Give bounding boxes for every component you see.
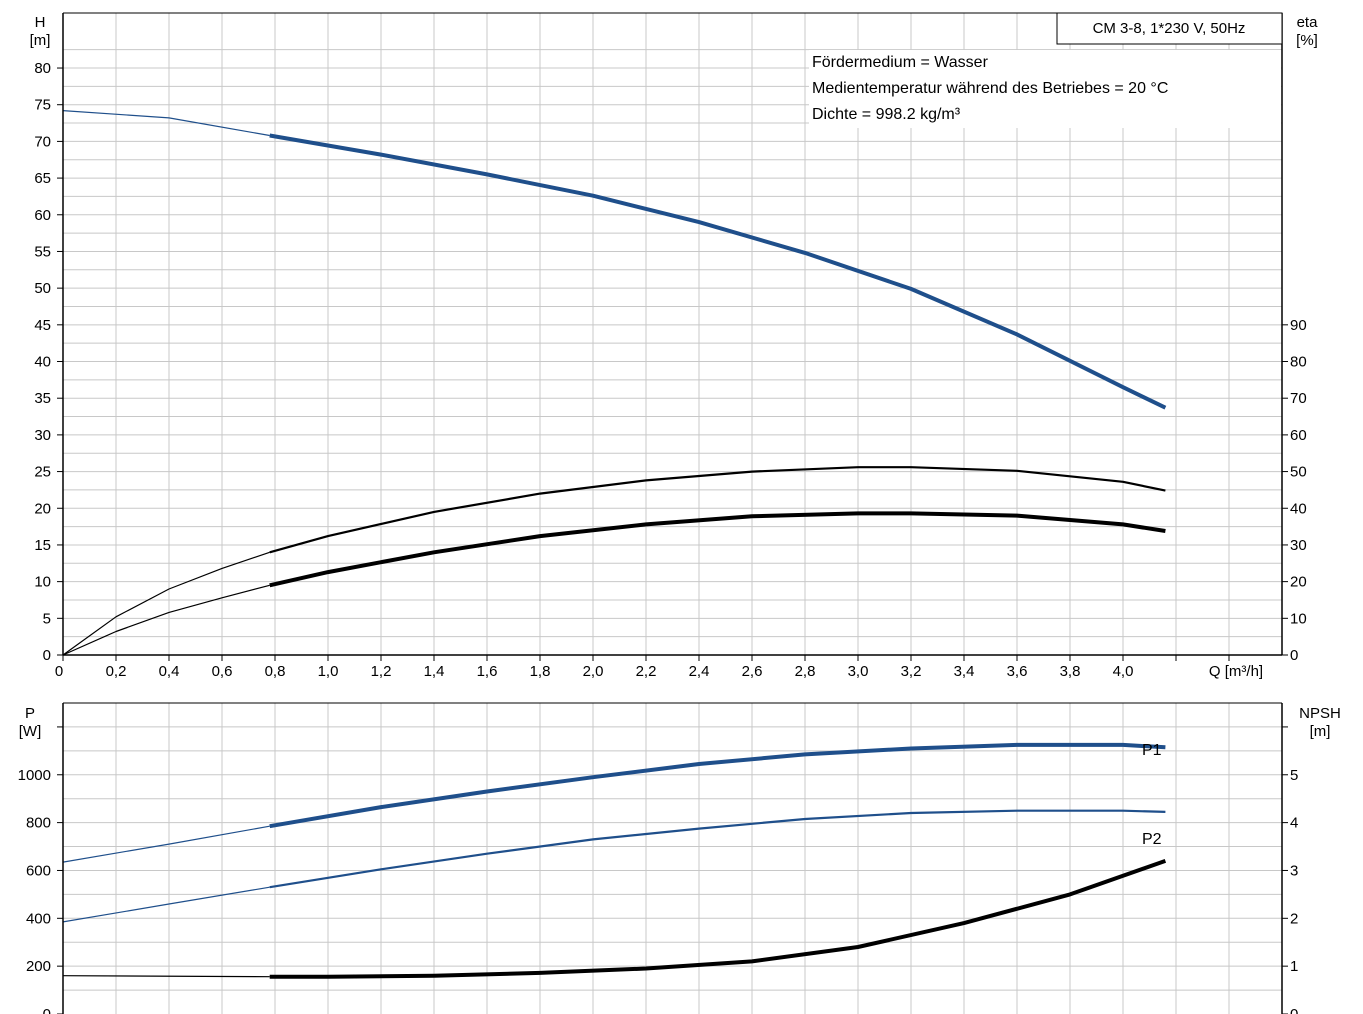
- x-tick-label: 3,8: [1060, 663, 1081, 680]
- x-tick-label: 1,6: [477, 663, 498, 680]
- left-tick-label: 30: [34, 427, 51, 444]
- right-tick-label: 30: [1290, 537, 1307, 554]
- curve-0-1-extrapolated: [62, 551, 270, 656]
- x-tick-label: 3,6: [1007, 663, 1028, 680]
- left-tick-label: 800: [26, 815, 51, 832]
- left-tick-label: 70: [34, 133, 51, 150]
- right-tick-label: 10: [1290, 610, 1307, 627]
- left-tick-label: 40: [34, 354, 51, 371]
- x-tick-label: 0: [55, 663, 63, 680]
- curve-0-2: [269, 511, 1166, 588]
- left-tick-label: 15: [34, 537, 51, 554]
- x-tick-label: 3,4: [954, 663, 975, 680]
- right-tick-label: 50: [1290, 464, 1307, 481]
- x-tick-label: 3,0: [848, 663, 869, 680]
- x-tick-label: 0,8: [265, 663, 286, 680]
- left-tick-label: 45: [34, 317, 51, 334]
- left-tick-label: 55: [34, 243, 51, 260]
- bottom-left-axis-label-1: P: [25, 705, 35, 722]
- right-tick-label: 40: [1290, 500, 1307, 517]
- left-tick-label: 60: [34, 207, 51, 224]
- left-tick-label: 80: [34, 60, 51, 77]
- info-line-density: Dichte = 998.2 kg/m³: [812, 106, 961, 123]
- x-axis-label: Q [m³/h]: [1209, 663, 1263, 680]
- bottom-chart-grid: [63, 703, 1283, 1014]
- left-tick-label: 400: [26, 910, 51, 927]
- x-tick-label: 3,2: [901, 663, 922, 680]
- left-tick-label: 65: [34, 170, 51, 187]
- x-tick-label: 1,2: [371, 663, 392, 680]
- curve-1-0-extrapolated: [62, 825, 270, 863]
- info-box-bg: [809, 50, 1281, 128]
- left-tick-label: 5: [43, 610, 51, 627]
- x-tick-label: 1,8: [530, 663, 551, 680]
- info-line-temperature: Medientemperatur während des Betriebes =…: [812, 80, 1168, 97]
- curve-0-0-extrapolated: [62, 110, 270, 137]
- top-left-axis-label-1: H: [35, 14, 46, 31]
- x-tick-label: 2,6: [742, 663, 763, 680]
- curve-0-1: [269, 466, 1166, 554]
- top-right-axis-label-2: [%]: [1296, 32, 1318, 49]
- curve-0-2-extrapolated: [62, 584, 270, 656]
- right-tick-label: 90: [1290, 317, 1307, 334]
- left-tick-label: 0: [43, 1006, 51, 1014]
- x-tick-label: 2,4: [689, 663, 710, 680]
- right-tick-label: 0: [1290, 647, 1298, 664]
- curve-1-2-extrapolated: [62, 975, 270, 978]
- left-tick-label: 200: [26, 958, 51, 975]
- chart-title: CM 3-8, 1*230 V, 50Hz: [1093, 20, 1246, 37]
- x-tick-label: 0,4: [159, 663, 180, 680]
- title-box: [1056, 12, 1283, 45]
- bottom-right-axis-label-2: [m]: [1310, 723, 1331, 740]
- series-label-p1: P1: [1142, 742, 1162, 759]
- x-tick-label: 2,2: [636, 663, 657, 680]
- right-tick-label: 20: [1290, 574, 1307, 591]
- left-tick-label: 20: [34, 500, 51, 517]
- right-tick-label: 2: [1290, 910, 1298, 927]
- series-label-p2: P2: [1142, 831, 1162, 848]
- right-tick-label: 60: [1290, 427, 1307, 444]
- right-tick-label: 5: [1290, 767, 1298, 784]
- top-right-axis-label-1: eta: [1297, 14, 1319, 31]
- left-tick-label: 50: [34, 280, 51, 297]
- left-tick-label: 35: [34, 390, 51, 407]
- curve-1-2: [269, 859, 1167, 979]
- left-tick-label: 25: [34, 464, 51, 481]
- left-tick-label: 10: [34, 574, 51, 591]
- x-tick-label: 0,6: [212, 663, 233, 680]
- right-tick-label: 1: [1290, 958, 1298, 975]
- right-tick-label: 70: [1290, 390, 1307, 407]
- info-line-medium: Fördermedium = Wasser: [812, 54, 989, 71]
- top-chart-curves: [62, 110, 1167, 656]
- chart-axes: 0510152025303540455055606570758001020304…: [18, 12, 1307, 1014]
- right-tick-label: 80: [1290, 354, 1307, 371]
- left-tick-label: 600: [26, 862, 51, 879]
- curve-1-1: [269, 809, 1166, 889]
- right-tick-label: 3: [1290, 862, 1298, 879]
- left-tick-label: 0: [43, 647, 51, 664]
- x-tick-label: 2,0: [583, 663, 604, 680]
- right-tick-label: 4: [1290, 815, 1298, 832]
- left-tick-label: 1000: [18, 767, 51, 784]
- curve-1-1-extrapolated: [62, 886, 270, 923]
- curve-0-0: [269, 133, 1167, 410]
- right-tick-label: 0: [1290, 1006, 1298, 1014]
- bottom-left-axis-label-2: [W]: [19, 723, 42, 740]
- x-tick-label: 4,0: [1113, 663, 1134, 680]
- x-tick-label: 0,2: [106, 663, 127, 680]
- x-tick-label: 1,0: [318, 663, 339, 680]
- curve-1-0: [269, 742, 1166, 829]
- bottom-right-axis-label-1: NPSH: [1299, 705, 1341, 722]
- left-tick-label: 75: [34, 97, 51, 114]
- x-tick-label: 2,8: [795, 663, 816, 680]
- top-left-axis-label-2: [m]: [30, 32, 51, 49]
- bottom-chart-curves: [62, 742, 1167, 979]
- x-tick-label: 1,4: [424, 663, 445, 680]
